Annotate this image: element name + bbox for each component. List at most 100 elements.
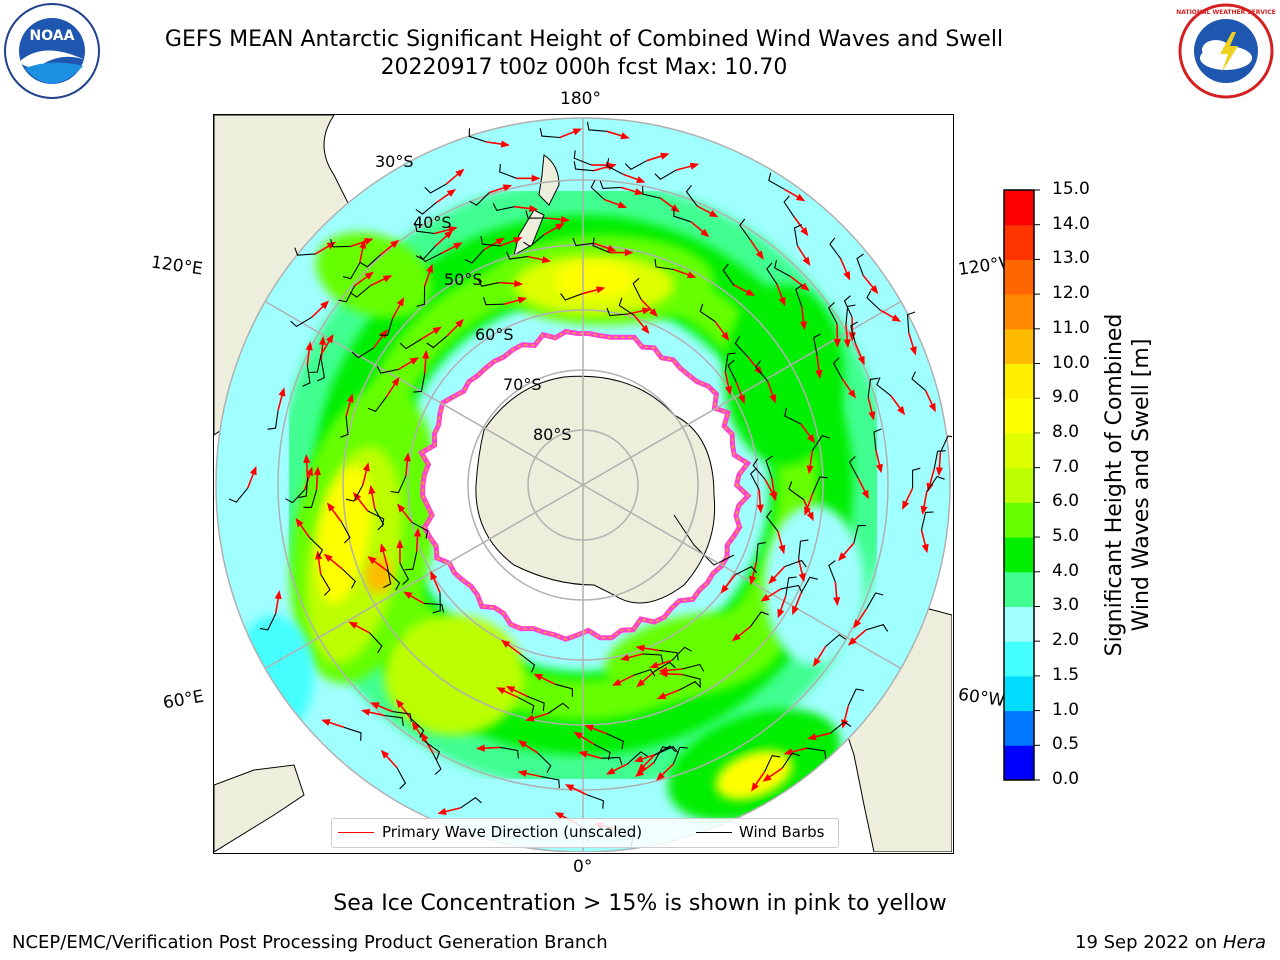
legend-barb-label: Wind Barbs	[739, 823, 825, 841]
colorbar-swatch	[1004, 328, 1034, 365]
wind-barb	[848, 456, 859, 479]
colorbar-swatch	[1004, 675, 1034, 712]
wind-barb	[798, 539, 809, 560]
wave-direction-arrowhead	[847, 637, 857, 646]
wave-direction-arrowhead	[806, 465, 814, 475]
colorbar-tick-label: 6.0	[1052, 491, 1080, 512]
wave-direction-arrowhead	[321, 719, 331, 726]
wave-direction-arrowhead	[841, 719, 849, 729]
wind-barb	[537, 752, 552, 773]
wave-direction-arrowhead	[517, 769, 527, 777]
wave-direction-arrowhead	[875, 463, 883, 474]
wind-barb	[724, 352, 736, 372]
wave-direction-arrowhead	[348, 621, 358, 629]
wave-direction-arrowhead	[768, 575, 777, 585]
footer-date-text: 19 Sep 2022 on	[1075, 932, 1223, 953]
wave-direction-arrowhead	[396, 297, 405, 307]
wind-barb	[424, 183, 447, 194]
wind-barb	[682, 663, 705, 672]
wave-direction-arrowhead	[612, 678, 622, 686]
wave-direction-arrowhead	[800, 227, 809, 237]
lon-label-60w: 60°W	[956, 684, 1007, 712]
wave-direction-arrowhead	[853, 619, 862, 629]
wind-barb	[423, 602, 445, 613]
wind-barb	[523, 234, 545, 248]
wave-direction-arrowhead	[636, 679, 646, 688]
wind-barb	[873, 428, 882, 450]
wave-direction-arrowhead	[391, 376, 400, 387]
colorbar-border	[1003, 189, 1035, 781]
wind-barb	[766, 510, 779, 532]
wave-direction-arrowhead	[633, 755, 644, 763]
wind-barb	[320, 573, 331, 596]
wind-barb	[784, 559, 807, 568]
colorbar-tick-label: 14.0	[1052, 213, 1090, 234]
wind-barb	[752, 458, 766, 480]
wave-patch	[365, 557, 393, 593]
wind-barb	[866, 290, 881, 311]
wave-direction-arrowhead	[541, 256, 552, 264]
wind-barb	[727, 359, 737, 382]
wave-direction-arrowhead	[529, 205, 539, 213]
wind-barb	[843, 295, 853, 318]
wind-barb	[606, 733, 624, 750]
wind-barb	[845, 304, 856, 325]
legend-wave-label: Primary Wave Direction (unscaled)	[382, 823, 643, 841]
wave-direction-arrowhead	[708, 210, 719, 218]
wind-barb	[413, 373, 426, 393]
colorbar-tick-label: 15.0	[1052, 179, 1090, 199]
wind-barb	[699, 303, 716, 322]
wind-barb	[399, 562, 410, 586]
wind-barb	[419, 252, 442, 263]
wind-barb	[460, 797, 482, 809]
wind-barb	[906, 311, 916, 333]
wind-barb	[722, 263, 735, 286]
meridian-line	[264, 484, 584, 670]
wind-barb	[781, 752, 800, 769]
lat-label-50s: 50°S	[444, 270, 483, 289]
lon-label-60e: 60°E	[161, 686, 206, 714]
lat-label-60s: 60°S	[475, 325, 514, 344]
wind-barb	[867, 377, 879, 398]
wind-barb	[342, 262, 361, 280]
wave-direction-arrowhead	[807, 434, 816, 444]
wave-direction-arrowhead	[455, 168, 465, 178]
wind-barb	[477, 278, 500, 287]
wind-barb	[812, 476, 828, 494]
land-antarctica	[475, 375, 716, 604]
wind-barb	[360, 254, 381, 268]
colorbar-swatch	[1004, 502, 1034, 538]
wave-direction-arrowhead	[249, 465, 257, 476]
colorbar-swatch	[1004, 190, 1034, 226]
wind-barb	[642, 186, 661, 199]
wind-barb	[404, 551, 418, 571]
lat-label-70s: 70°S	[503, 375, 542, 394]
wave-direction-arrowhead	[382, 275, 393, 283]
wave-direction-arrowhead	[634, 188, 644, 196]
wave-direction-arrowhead	[762, 773, 772, 782]
wave-direction-arrowhead	[564, 784, 575, 792]
wave-direction-arrowhead	[731, 633, 741, 642]
wave-direction-arrowhead	[738, 394, 745, 405]
wind-barb	[829, 237, 842, 259]
wind-barb	[601, 756, 623, 766]
wave-patch	[384, 615, 524, 735]
wave-direction-arrowhead	[798, 573, 806, 583]
wind-barb	[828, 302, 838, 325]
wind-barb	[290, 316, 313, 328]
colorbar-tick-label: 1.5	[1052, 664, 1080, 685]
wind-barb	[825, 634, 847, 647]
noaa-logo-text: NOAA	[30, 28, 75, 44]
wave-direction-arrowhead	[496, 687, 506, 695]
wave-direction-arrowhead	[513, 237, 523, 244]
wind-barb	[386, 570, 401, 591]
wave-direction-arrowhead	[721, 331, 730, 341]
wave-direction-arrowhead	[843, 271, 851, 281]
colorbar-tick-label: 10.0	[1052, 352, 1090, 373]
wind-barb	[573, 150, 592, 166]
wind-barb	[734, 336, 748, 357]
wind-barb	[853, 524, 867, 544]
chart-subtitle: 20220917 t00z 000h fcst Max: 10.70	[380, 55, 788, 80]
wave-patch	[715, 750, 793, 800]
wave-direction-arrowhead	[326, 502, 335, 512]
